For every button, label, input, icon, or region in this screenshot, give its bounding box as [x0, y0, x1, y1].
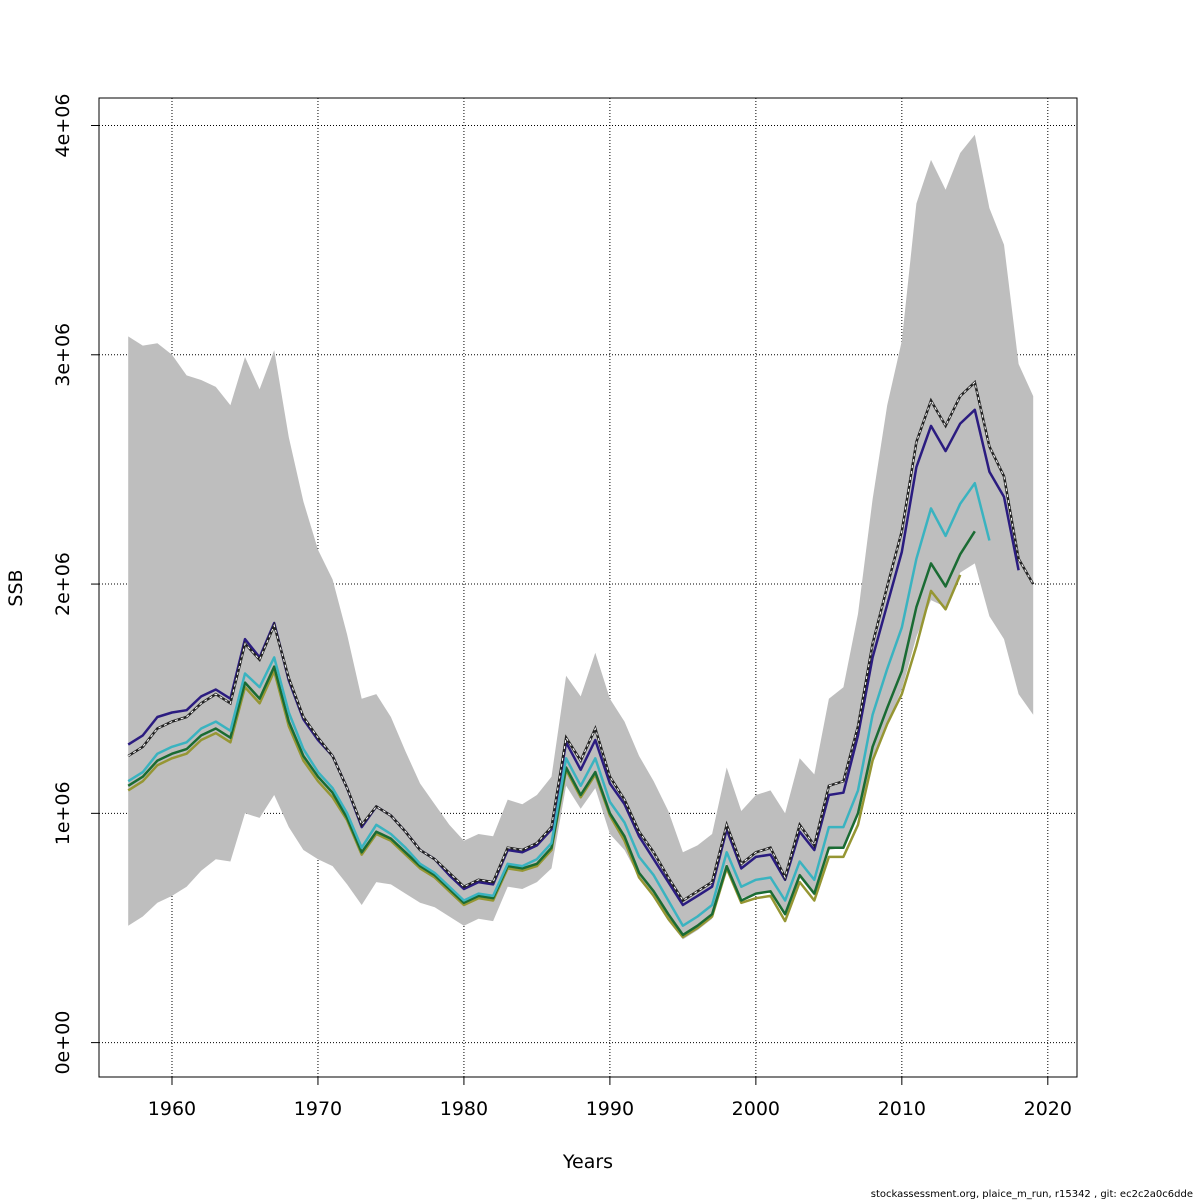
series-line-2 [127, 481, 991, 927]
y-tick-label: 1e+06 [52, 781, 74, 845]
x-tick-label: 1980 [440, 1098, 488, 1120]
y-tick-label: 2e+06 [52, 552, 74, 616]
x-axis-title: Years [562, 1151, 613, 1173]
y-tick-label: 4e+06 [52, 94, 74, 158]
x-tick-label: 1970 [294, 1098, 342, 1120]
plot-frame [98, 97, 1078, 1078]
confidence-band [128, 134, 1034, 940]
x-tick-label: 1960 [148, 1098, 196, 1120]
series-line-4-dash [127, 381, 1034, 902]
series-line-0 [127, 574, 962, 939]
series-line-1 [127, 530, 976, 937]
y-axis-title: SSB [5, 569, 27, 606]
y-axis: 0e+00 1e+06 2e+06 3e+06 4e+06 [52, 94, 99, 1075]
x-tick-label: 2010 [878, 1098, 926, 1120]
y-tick-label: 0e+00 [52, 1011, 74, 1075]
x-axis: 1960 1970 1980 1990 2000 2010 2020 [148, 1077, 1072, 1120]
confidence-band-layer [128, 134, 1034, 940]
series-layer [127, 379, 1035, 939]
y-tick-label: 3e+06 [52, 323, 74, 387]
x-tick-label: 2020 [1024, 1098, 1072, 1120]
footer-note: stockassessment.org, plaice_m_run, r1534… [871, 1189, 1193, 1200]
x-tick-label: 2000 [732, 1098, 780, 1120]
x-tick-label: 1990 [586, 1098, 634, 1120]
